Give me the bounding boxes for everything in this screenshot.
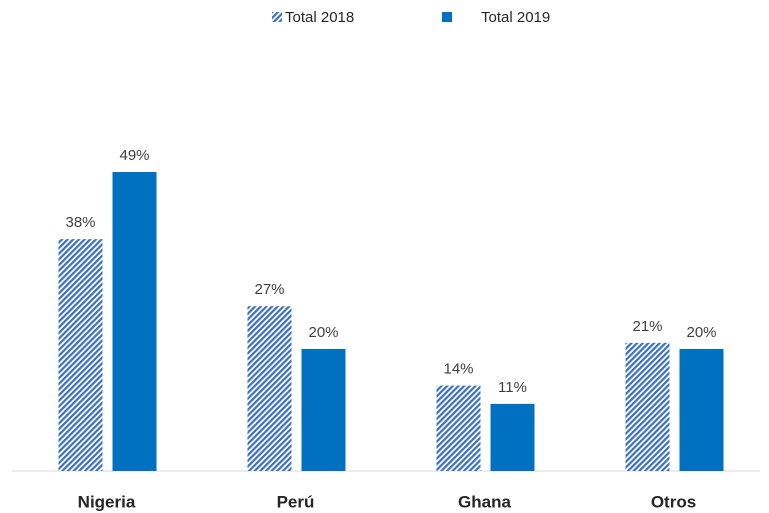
bar (112, 172, 157, 471)
data-label: 20% (308, 324, 338, 341)
legend-swatch (272, 12, 282, 22)
bar (301, 348, 346, 471)
x-tick-label: Perú (277, 492, 315, 511)
data-label: 21% (632, 318, 662, 335)
x-tick-label: Ghana (458, 492, 511, 511)
bar (436, 385, 481, 471)
bar (247, 306, 292, 471)
legend-label: Total 2018 (285, 9, 354, 26)
bar (625, 342, 670, 471)
bar (58, 239, 103, 471)
bar (490, 403, 535, 471)
x-tick-label: Otros (651, 492, 696, 511)
data-label: 14% (443, 361, 473, 378)
data-label: 27% (254, 281, 284, 298)
x-tick-label: Nigeria (78, 492, 136, 511)
data-label: 11% (498, 379, 527, 396)
data-label: 20% (686, 324, 716, 341)
legend-swatch (442, 12, 452, 22)
bar (679, 348, 724, 471)
data-label: 49% (119, 147, 149, 164)
data-label: 38% (65, 214, 95, 231)
legend-label: Total 2019 (481, 9, 550, 26)
